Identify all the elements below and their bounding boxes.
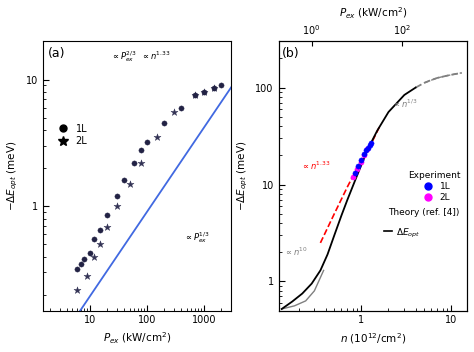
- Point: [218, 82, 225, 88]
- Point: [357, 157, 365, 163]
- Point: [200, 89, 208, 95]
- Point: [355, 163, 362, 169]
- Point: [73, 287, 81, 293]
- Point: [191, 93, 199, 98]
- Text: $\propto P_{ex}^{1/3}$: $\propto P_{ex}^{1/3}$: [184, 230, 210, 245]
- Point: [130, 160, 138, 166]
- Point: [366, 142, 374, 148]
- X-axis label: $P_{ex}$ (kW/cm$^2$): $P_{ex}$ (kW/cm$^2$): [339, 6, 407, 21]
- Point: [73, 266, 81, 272]
- X-axis label: $P_{ex}$ (kW/cm$^2$): $P_{ex}$ (kW/cm$^2$): [103, 331, 171, 346]
- Y-axis label: $-\Delta E_{opt}$ (meV): $-\Delta E_{opt}$ (meV): [6, 141, 20, 211]
- Point: [363, 147, 370, 153]
- Text: (a): (a): [48, 47, 66, 60]
- Text: $\propto n^{10}$: $\propto n^{10}$: [284, 246, 308, 258]
- Point: [160, 121, 168, 126]
- Point: [86, 250, 93, 256]
- Point: [351, 171, 359, 176]
- Point: [367, 140, 375, 145]
- Point: [120, 177, 128, 183]
- Text: $\propto n^{1/3}$: $\propto n^{1/3}$: [392, 98, 418, 110]
- Point: [364, 145, 372, 151]
- Text: Theory (ref. [4]): Theory (ref. [4]): [388, 208, 459, 217]
- Point: [91, 236, 98, 242]
- Point: [103, 225, 111, 230]
- Point: [96, 227, 103, 233]
- Point: [364, 147, 371, 152]
- Point: [170, 109, 178, 115]
- Legend: 1L, 2L: 1L, 2L: [407, 170, 463, 204]
- Point: [360, 151, 368, 157]
- Point: [361, 152, 368, 158]
- Point: [143, 139, 151, 145]
- Point: [81, 257, 88, 262]
- Point: [177, 105, 185, 111]
- Point: [96, 241, 103, 247]
- Point: [137, 160, 145, 166]
- Legend: 1L, 2L: 1L, 2L: [51, 122, 89, 149]
- Point: [137, 147, 145, 152]
- Text: $\propto P_{ex}^{2/3}$  $\propto n^{1.33}$: $\propto P_{ex}^{2/3}$ $\propto n^{1.33}…: [111, 49, 171, 64]
- Point: [354, 166, 361, 172]
- Point: [200, 89, 208, 95]
- Text: $\Delta E_{opt}$: $\Delta E_{opt}$: [395, 227, 420, 240]
- Point: [210, 86, 218, 91]
- Point: [83, 274, 91, 279]
- Point: [113, 193, 121, 199]
- Text: $\propto n^{1.33}$: $\propto n^{1.33}$: [301, 160, 331, 172]
- Point: [349, 174, 356, 180]
- Point: [91, 254, 98, 259]
- Point: [77, 261, 85, 267]
- Point: [210, 86, 218, 91]
- Point: [153, 134, 161, 140]
- Point: [357, 159, 365, 165]
- Point: [103, 212, 111, 218]
- Y-axis label: $-\Delta E_{opt}$ (meV): $-\Delta E_{opt}$ (meV): [236, 141, 250, 211]
- Point: [191, 93, 199, 98]
- Point: [126, 181, 133, 187]
- Point: [113, 203, 121, 209]
- X-axis label: $n$ (10$^{12}$/cm$^2$): $n$ (10$^{12}$/cm$^2$): [340, 331, 406, 346]
- Text: (b): (b): [283, 47, 300, 60]
